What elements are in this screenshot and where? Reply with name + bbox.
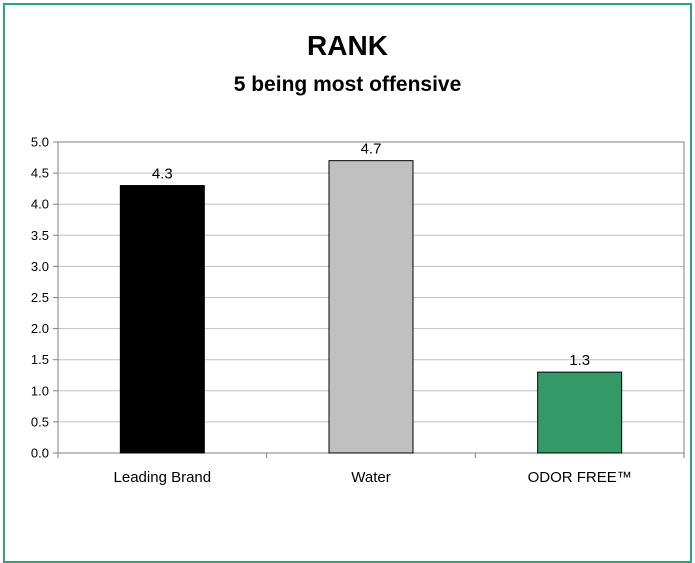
bar [119, 185, 205, 454]
x-category-label: Water [351, 469, 390, 486]
axes: 0.0 0.5 1.0 1.5 2.0 2.5 3.0 3.5 4.0 4.5 5.0 Leading… [31, 135, 685, 486]
data-label: 4.7 [361, 141, 382, 158]
y-tick-label: 3.0 [31, 259, 49, 274]
bar [328, 160, 414, 454]
y-tick-label: 0.5 [31, 414, 49, 429]
y-tick-label: 4.0 [31, 197, 49, 212]
y-tick-label: 1.5 [31, 352, 49, 367]
x-category-label: ODOR FREE™ [528, 469, 632, 486]
chart-title: RANK [307, 30, 388, 61]
y-tick-label: 4.5 [31, 166, 49, 181]
chart-subtitle: 5 being most offensive [233, 73, 462, 96]
data-label: 1.3 [569, 352, 590, 369]
y-tick-label: 2.5 [31, 290, 49, 305]
y-tick-label: 3.5 [31, 228, 49, 243]
y-tick-label: 5.0 [31, 135, 49, 150]
y-tick-label: 1.0 [31, 383, 49, 398]
x-category-label: Leading Brand [114, 469, 212, 486]
bar [537, 371, 623, 454]
y-tick-label: 2.0 [31, 321, 49, 336]
bars: 4.3 4.7 1.3 [119, 141, 623, 454]
y-tick-label: 0.0 [31, 446, 49, 461]
data-label: 4.3 [152, 166, 173, 183]
